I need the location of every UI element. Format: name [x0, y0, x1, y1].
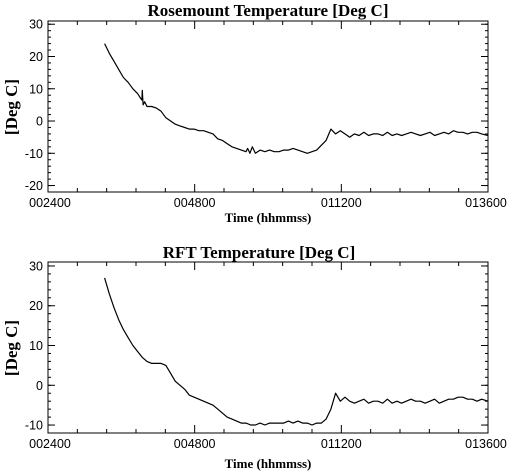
rft-y-axis-label: [Deg C] [2, 320, 21, 376]
rosemount-x-tick-label: 002400 [29, 196, 71, 210]
rosemount-y-axis-label: [Deg C] [2, 79, 21, 135]
rft-x-tick-label: 002400 [29, 437, 71, 451]
rft-x-axis-label: Time (hhmmss) [225, 456, 312, 471]
rft-y-tick-label: 30 [29, 259, 43, 273]
rosemount-y-tick-label: -20 [25, 179, 43, 193]
rft-chart-title: RFT Temperature [Deg C] [163, 243, 356, 262]
rft-ticks: -10 0 10 20 30 002400 004800 011200 013600 [25, 259, 507, 451]
rft-chart: RFT Temperature [Deg C] [Deg C] Time (hh… [2, 243, 507, 471]
rft-plot-frame [47, 261, 489, 434]
rosemount-y-tick-label: 20 [29, 50, 43, 64]
rosemount-y-tick-label: 10 [29, 82, 43, 96]
rft-x-tick-label: 013600 [465, 437, 507, 451]
rft-series-line [104, 277, 489, 426]
rft-y-tick-label: 20 [29, 299, 43, 313]
rosemount-ticks: -20 -10 0 10 20 30 002400 004800 011200 013600 [25, 18, 507, 210]
rft-y-tick-label: 10 [29, 339, 43, 353]
rosemount-x-tick-label: 013600 [465, 196, 507, 210]
rosemount-y-tick-label: -10 [25, 147, 43, 161]
rosemount-chart-title: Rosemount Temperature [Deg C] [148, 1, 389, 20]
rosemount-y-tick-label: 30 [29, 18, 43, 32]
rosemount-y-tick-label: 0 [36, 115, 43, 129]
rosemount-chart: Rosemount Temperature [Deg C] [Deg C] Ti… [2, 1, 507, 225]
rosemount-x-tick-label: 011200 [321, 196, 362, 210]
rosemount-x-tick-label: 004800 [174, 196, 216, 210]
rft-y-tick-label: 0 [36, 379, 43, 393]
rosemount-x-axis-label: Time (hhmmss) [225, 210, 312, 225]
rft-x-tick-label: 004800 [174, 437, 216, 451]
rft-y-tick-label: -10 [25, 419, 43, 433]
rft-x-tick-label: 011200 [321, 437, 362, 451]
rosemount-plot-frame [47, 20, 489, 193]
rosemount-series-line [104, 43, 489, 154]
